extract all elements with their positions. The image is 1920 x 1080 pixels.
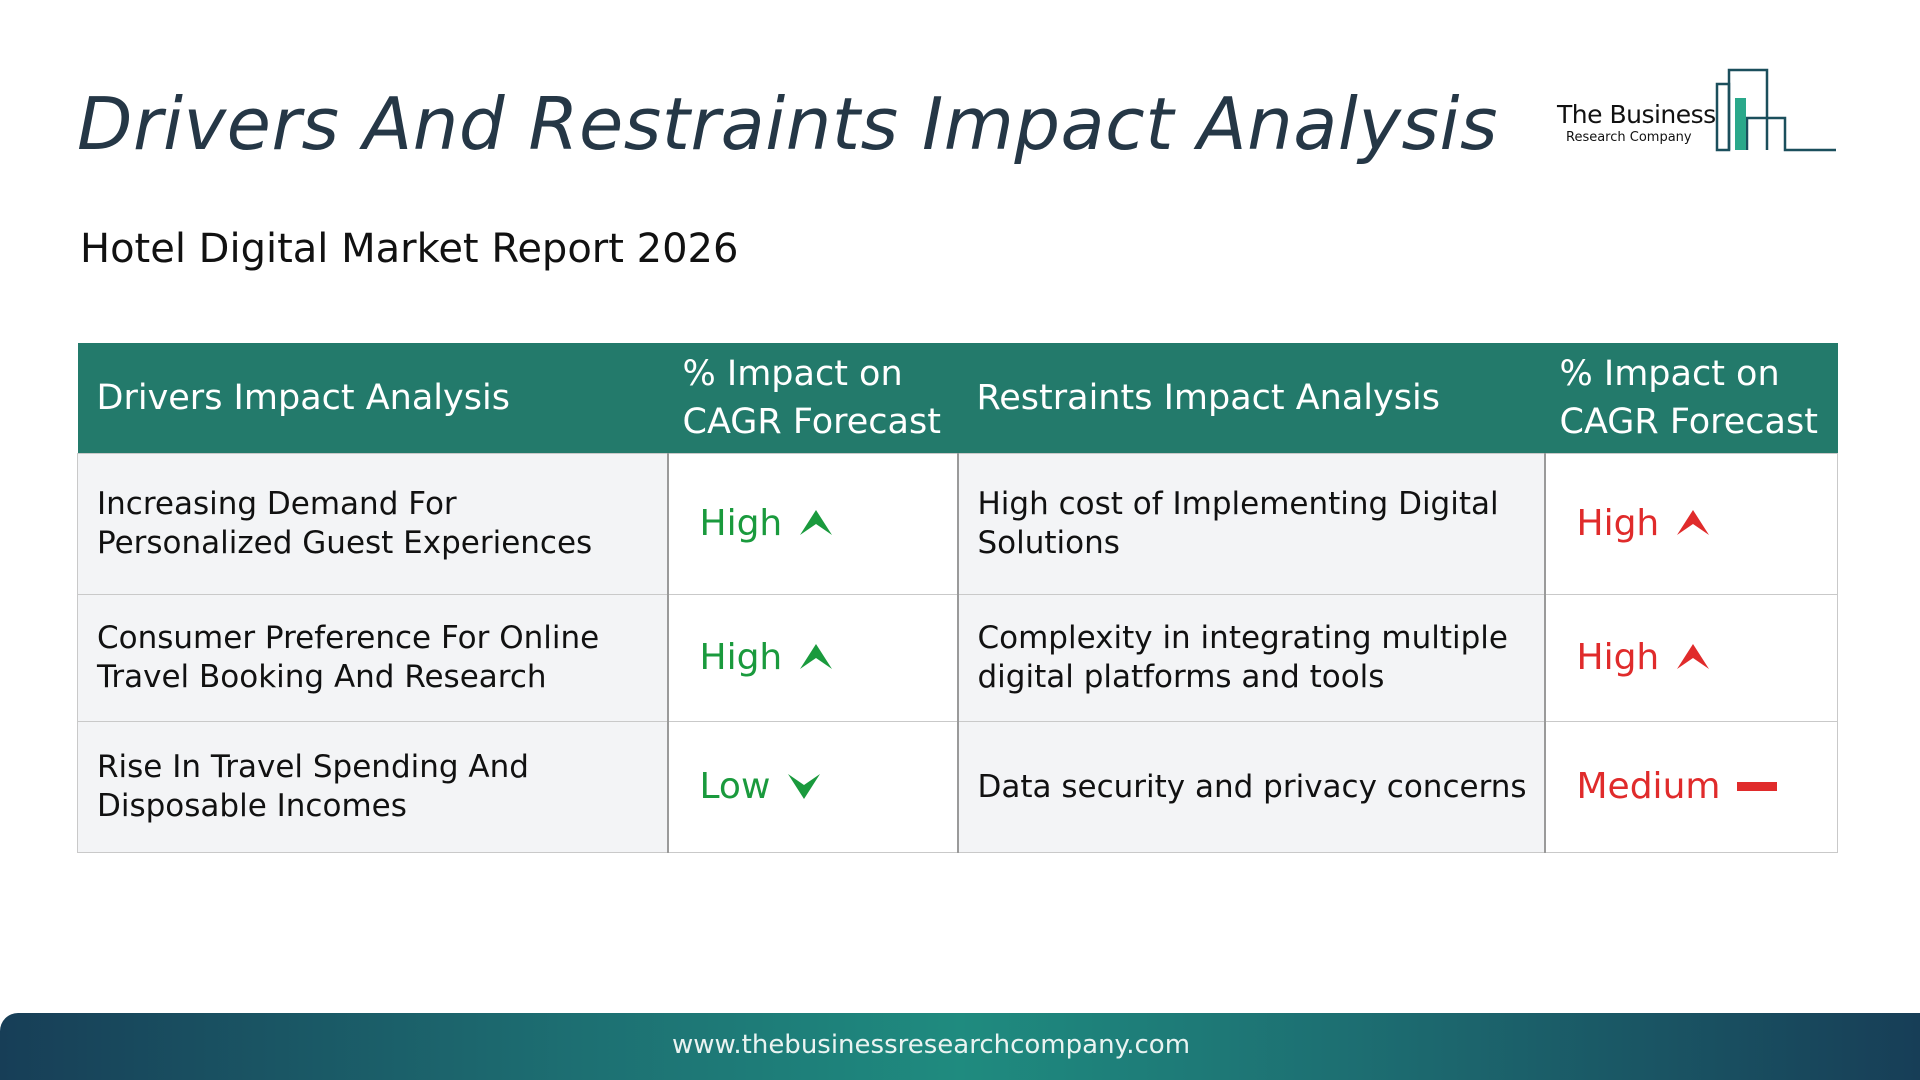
logo-name: The Business xyxy=(1557,100,1716,129)
drivers-header: Drivers Impact Analysis xyxy=(77,343,668,454)
arrow-up-icon xyxy=(800,644,833,669)
driver-impact-label: High xyxy=(699,636,783,678)
restraint-impact-rating: High xyxy=(1577,638,1712,677)
driver-impact-rating: Low xyxy=(700,767,823,806)
footer-website-link[interactable]: www.thebusinessresearchcompany.com xyxy=(671,1030,1191,1060)
footer-bar: www.thebusinessresearchcompany.com xyxy=(0,1013,1920,1080)
restraint-impact-label: Medium xyxy=(1576,765,1721,807)
restraint-cell: High cost of Implementing Digital Soluti… xyxy=(956,453,1546,595)
table-row: Rise In Travel Spending And Disposable I… xyxy=(77,721,1838,853)
driver-cell: Rise In Travel Spending And Disposable I… xyxy=(77,721,669,853)
page-title: Drivers And Restraints Impact Analysis xyxy=(77,82,1499,166)
restraint-impact-cell: High xyxy=(1544,594,1838,722)
driver-impact-label: High xyxy=(699,502,783,544)
arrow-up-icon xyxy=(1677,510,1710,535)
logo-tagline: Research Company xyxy=(1566,130,1692,145)
city-skyline-bars-logo-icon xyxy=(1715,68,1836,152)
dash-icon xyxy=(1737,782,1778,791)
arrow-up-icon xyxy=(800,510,833,535)
restraint-impact-label: High xyxy=(1576,636,1660,678)
restraints-header: Restraints Impact Analysis xyxy=(957,343,1545,454)
driver-impact-label: Low xyxy=(699,765,771,807)
table-row: Consumer Preference For Online Travel Bo… xyxy=(77,594,1838,722)
report-subtitle: Hotel Digital Market Report 2026 xyxy=(80,226,739,272)
driver-impact-cell: High xyxy=(667,453,958,595)
restraint-impact-cell: High xyxy=(1544,453,1838,595)
company-logo: The Business Research Company xyxy=(1552,66,1838,156)
driver-impact-cell: High xyxy=(667,594,958,722)
restraint-cell: Data security and privacy concerns xyxy=(956,721,1546,853)
driver-impact-cell: Low xyxy=(667,721,958,853)
driver-impact-rating: High xyxy=(700,638,835,677)
driver-cell: Consumer Preference For Online Travel Bo… xyxy=(77,594,669,722)
driver-cell: Increasing Demand For Personalized Guest… xyxy=(77,453,669,595)
restraint-impact-rating: High xyxy=(1577,504,1712,543)
restraint-cell: Complexity in integrating multiple digit… xyxy=(956,594,1546,722)
arrow-up-icon xyxy=(1677,644,1710,669)
table-header-row: Drivers Impact Analysis % Impact on CAGR… xyxy=(77,343,1838,454)
impact-table: Drivers Impact Analysis % Impact on CAGR… xyxy=(77,343,1838,853)
table-row: Increasing Demand For Personalized Guest… xyxy=(77,453,1838,595)
restraint-impact-label: High xyxy=(1576,502,1660,544)
restraints-impact-header: % Impact on CAGR Forecast xyxy=(1544,343,1838,454)
restraint-impact-cell: Medium xyxy=(1544,721,1838,853)
arrow-down-icon xyxy=(788,774,821,799)
driver-impact-rating: High xyxy=(700,504,835,543)
restraint-impact-rating: Medium xyxy=(1577,767,1779,806)
drivers-impact-header: % Impact on CAGR Forecast xyxy=(667,343,958,454)
